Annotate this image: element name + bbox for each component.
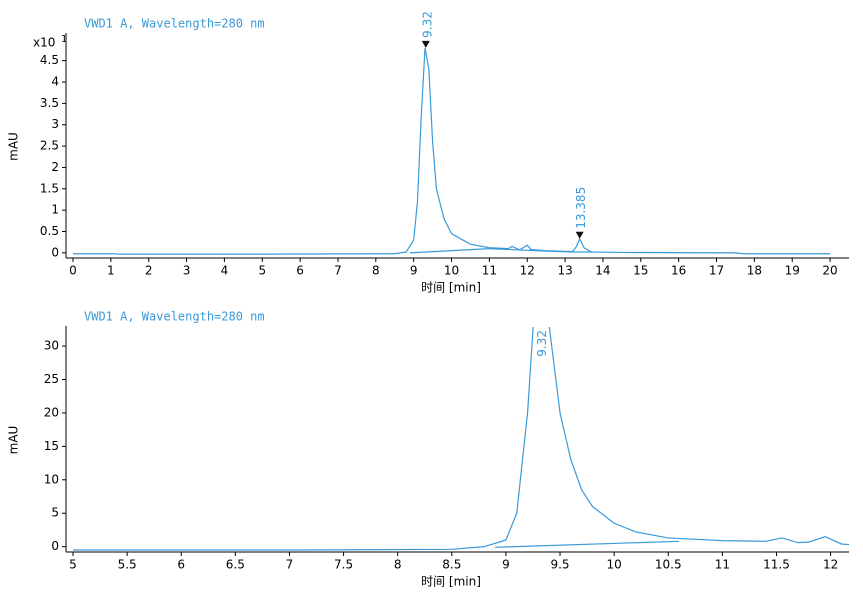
y-tick-label: 20 — [44, 405, 59, 419]
x-tick-label: 5.5 — [118, 558, 137, 572]
x-tick-label: 8 — [372, 264, 380, 278]
x-tick-label: 7 — [334, 264, 342, 278]
y-tick-label: 0 — [51, 539, 59, 553]
y-tick-label: 1 — [51, 203, 59, 217]
y-axis-label: mAU — [7, 426, 21, 455]
x-tick-label: 12 — [823, 558, 838, 572]
chart-title: VWD1 A, Wavelength=280 nm — [84, 17, 265, 31]
plot-area — [73, 47, 831, 255]
chart-title: VWD1 A, Wavelength=280 nm — [84, 310, 265, 324]
peak-label: 13.385 — [574, 187, 588, 229]
peak-marker — [575, 231, 584, 239]
y-tick-label: 0.5 — [40, 224, 59, 238]
baseline-line — [409, 247, 592, 254]
y-tick-label: 5 — [51, 506, 59, 520]
x-tick-label: 10 — [444, 264, 459, 278]
x-tick-label: 1 — [107, 264, 115, 278]
x-tick-label: 5 — [258, 264, 266, 278]
x-tick-label: 17 — [709, 264, 724, 278]
x-tick-label: 5 — [69, 558, 77, 572]
signal-line — [73, 47, 831, 255]
y-multiplier-exponent: 1 — [61, 34, 67, 45]
peak-label: 9.32 — [420, 11, 434, 38]
x-tick-label: 18 — [747, 264, 762, 278]
x-tick-label: 2 — [145, 264, 153, 278]
x-tick-label: 13 — [557, 264, 572, 278]
x-tick-label: 11.5 — [763, 558, 790, 572]
y-tick-label: 4 — [51, 74, 59, 88]
x-tick-label: 6 — [177, 558, 185, 572]
y-tick-label: 30 — [44, 339, 59, 353]
x-tick-label: 11 — [482, 264, 497, 278]
peak-label: 9.32 — [535, 330, 549, 357]
x-tick-label: 12 — [520, 264, 535, 278]
x-tick-label: 9.5 — [550, 558, 569, 572]
x-tick-label: 7 — [286, 558, 294, 572]
x-tick-label: 6 — [296, 264, 304, 278]
y-tick-label: 2.5 — [40, 139, 59, 153]
x-axis-label: 时间 [min] — [421, 281, 481, 295]
y-tick-label: 1.5 — [40, 181, 59, 195]
y-tick-label: 4.5 — [40, 53, 59, 67]
x-tick-label: 19 — [785, 264, 800, 278]
baseline-line — [495, 540, 680, 548]
y-tick-label: 15 — [44, 439, 59, 453]
y-multiplier: x10 — [33, 36, 55, 50]
x-tick-label: 8.5 — [442, 558, 461, 572]
x-tick-label: 0 — [69, 264, 77, 278]
plot-area — [73, 327, 850, 551]
peak-marker — [421, 40, 430, 48]
x-axis-label: 时间 [min] — [421, 575, 481, 589]
x-tick-label: 20 — [822, 264, 837, 278]
x-tick-label: 9 — [502, 558, 510, 572]
y-tick-label: 2 — [51, 160, 59, 174]
x-tick-label: 7.5 — [334, 558, 353, 572]
x-tick-label: 10 — [607, 558, 622, 572]
x-tick-label: 14 — [595, 264, 610, 278]
y-tick-label: 25 — [44, 372, 59, 386]
y-tick-label: 0 — [51, 245, 59, 259]
x-tick-label: 8 — [394, 558, 402, 572]
y-tick-label: 3 — [51, 117, 59, 131]
x-tick-label: 9 — [410, 264, 418, 278]
x-tick-label: 4 — [221, 264, 229, 278]
x-tick-label: 3 — [183, 264, 191, 278]
x-tick-label: 16 — [671, 264, 686, 278]
x-tick-label: 6.5 — [226, 558, 245, 572]
signal-line — [73, 327, 850, 551]
x-tick-label: 11 — [715, 558, 730, 572]
y-tick-label: 10 — [44, 472, 59, 486]
y-tick-label: 3.5 — [40, 96, 59, 110]
x-tick-label: 15 — [633, 264, 648, 278]
x-tick-label: 10.5 — [655, 558, 682, 572]
y-axis-label: mAU — [7, 132, 21, 161]
